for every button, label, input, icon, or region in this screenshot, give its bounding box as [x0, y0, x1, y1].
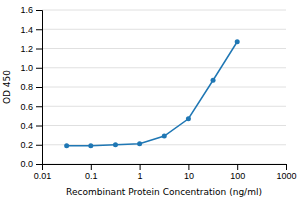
- y-axis-title: OD 450: [2, 70, 12, 104]
- tick: 0.2: [20, 140, 42, 150]
- tick-mark: [36, 29, 42, 30]
- plot-area: 0.01 0.1 1 10 100 1000 0.0 0.2 0.4 0.6 0.8 1.0 1.2 1.…: [20, 5, 296, 181]
- x-axis: 0.01 0.1 1 10 100 1000: [34, 164, 297, 181]
- tick-mark: [36, 49, 42, 50]
- tick-label: 0.4: [20, 121, 33, 131]
- tick: 1.6: [20, 5, 42, 15]
- point: [162, 134, 167, 139]
- tick: 0.6: [20, 102, 42, 112]
- point: [113, 142, 118, 147]
- point: [137, 141, 142, 146]
- tick: 0.0: [20, 159, 42, 169]
- tick-label: 10: [184, 171, 194, 181]
- point: [88, 143, 93, 148]
- tick: 0.4: [20, 121, 42, 131]
- chart: 0.01 0.1 1 10 100 1000 0.0 0.2 0.4 0.6 0.8 1.0 1.2 1.…: [0, 0, 300, 200]
- tick-mark: [36, 10, 42, 11]
- series: [64, 39, 240, 148]
- tick-mark: [140, 164, 141, 170]
- grid-line: [42, 67, 286, 68]
- point: [235, 39, 240, 44]
- tick-mark: [36, 87, 42, 88]
- tick-label: 0.1: [85, 171, 98, 181]
- tick-label: 1.0: [20, 63, 33, 73]
- tick-label: 100: [230, 171, 245, 181]
- tick: 0.8: [20, 82, 42, 92]
- tick: 1.0: [20, 63, 42, 73]
- tick-label: 1.2: [20, 44, 33, 54]
- tick-mark: [237, 164, 238, 170]
- tick-mark: [36, 164, 42, 165]
- tick-mark: [188, 164, 189, 170]
- grid-line: [42, 48, 286, 49]
- tick-label: 1.4: [20, 25, 33, 35]
- tick-label: 0.6: [20, 102, 33, 112]
- tick: 1000: [276, 164, 296, 181]
- point: [211, 78, 216, 83]
- grid-line: [42, 125, 286, 126]
- point: [186, 116, 191, 121]
- y-axis: 0.0 0.2 0.4 0.6 0.8 1.0 1.2 1.4 1.6: [20, 5, 42, 169]
- tick: 0.1: [85, 164, 98, 181]
- grid-line: [42, 29, 286, 30]
- tick-mark: [36, 68, 42, 69]
- tick-mark: [36, 145, 42, 146]
- tick-mark: [36, 106, 42, 107]
- grid-line: [42, 87, 286, 88]
- x-axis-title: Recombinant Protein Concentration (ng/ml…: [66, 187, 262, 197]
- tick-label: 0.0: [20, 159, 33, 169]
- tick-label: 0.01: [34, 171, 52, 181]
- tick: 1.2: [20, 44, 42, 54]
- grid-line: [42, 106, 286, 107]
- tick-label: 1.6: [20, 5, 33, 15]
- tick-label: 1: [138, 171, 143, 181]
- axis-line: [36, 11, 43, 165]
- tick: 10: [184, 164, 194, 181]
- tick: 100: [230, 164, 245, 181]
- tick-label: 0.8: [20, 82, 33, 92]
- line: [67, 42, 238, 146]
- point: [64, 143, 69, 148]
- grid: [42, 10, 286, 164]
- grid-line: [42, 10, 286, 11]
- tick-label: 1000: [276, 171, 296, 181]
- tick-mark: [91, 164, 92, 170]
- tick-mark: [286, 164, 287, 170]
- tick: 1: [138, 164, 143, 181]
- axis-line: [43, 165, 287, 171]
- tick-label: 0.2: [20, 140, 33, 150]
- tick-mark: [36, 126, 42, 127]
- tick: 1.4: [20, 25, 42, 35]
- tick: 0.01: [34, 164, 52, 181]
